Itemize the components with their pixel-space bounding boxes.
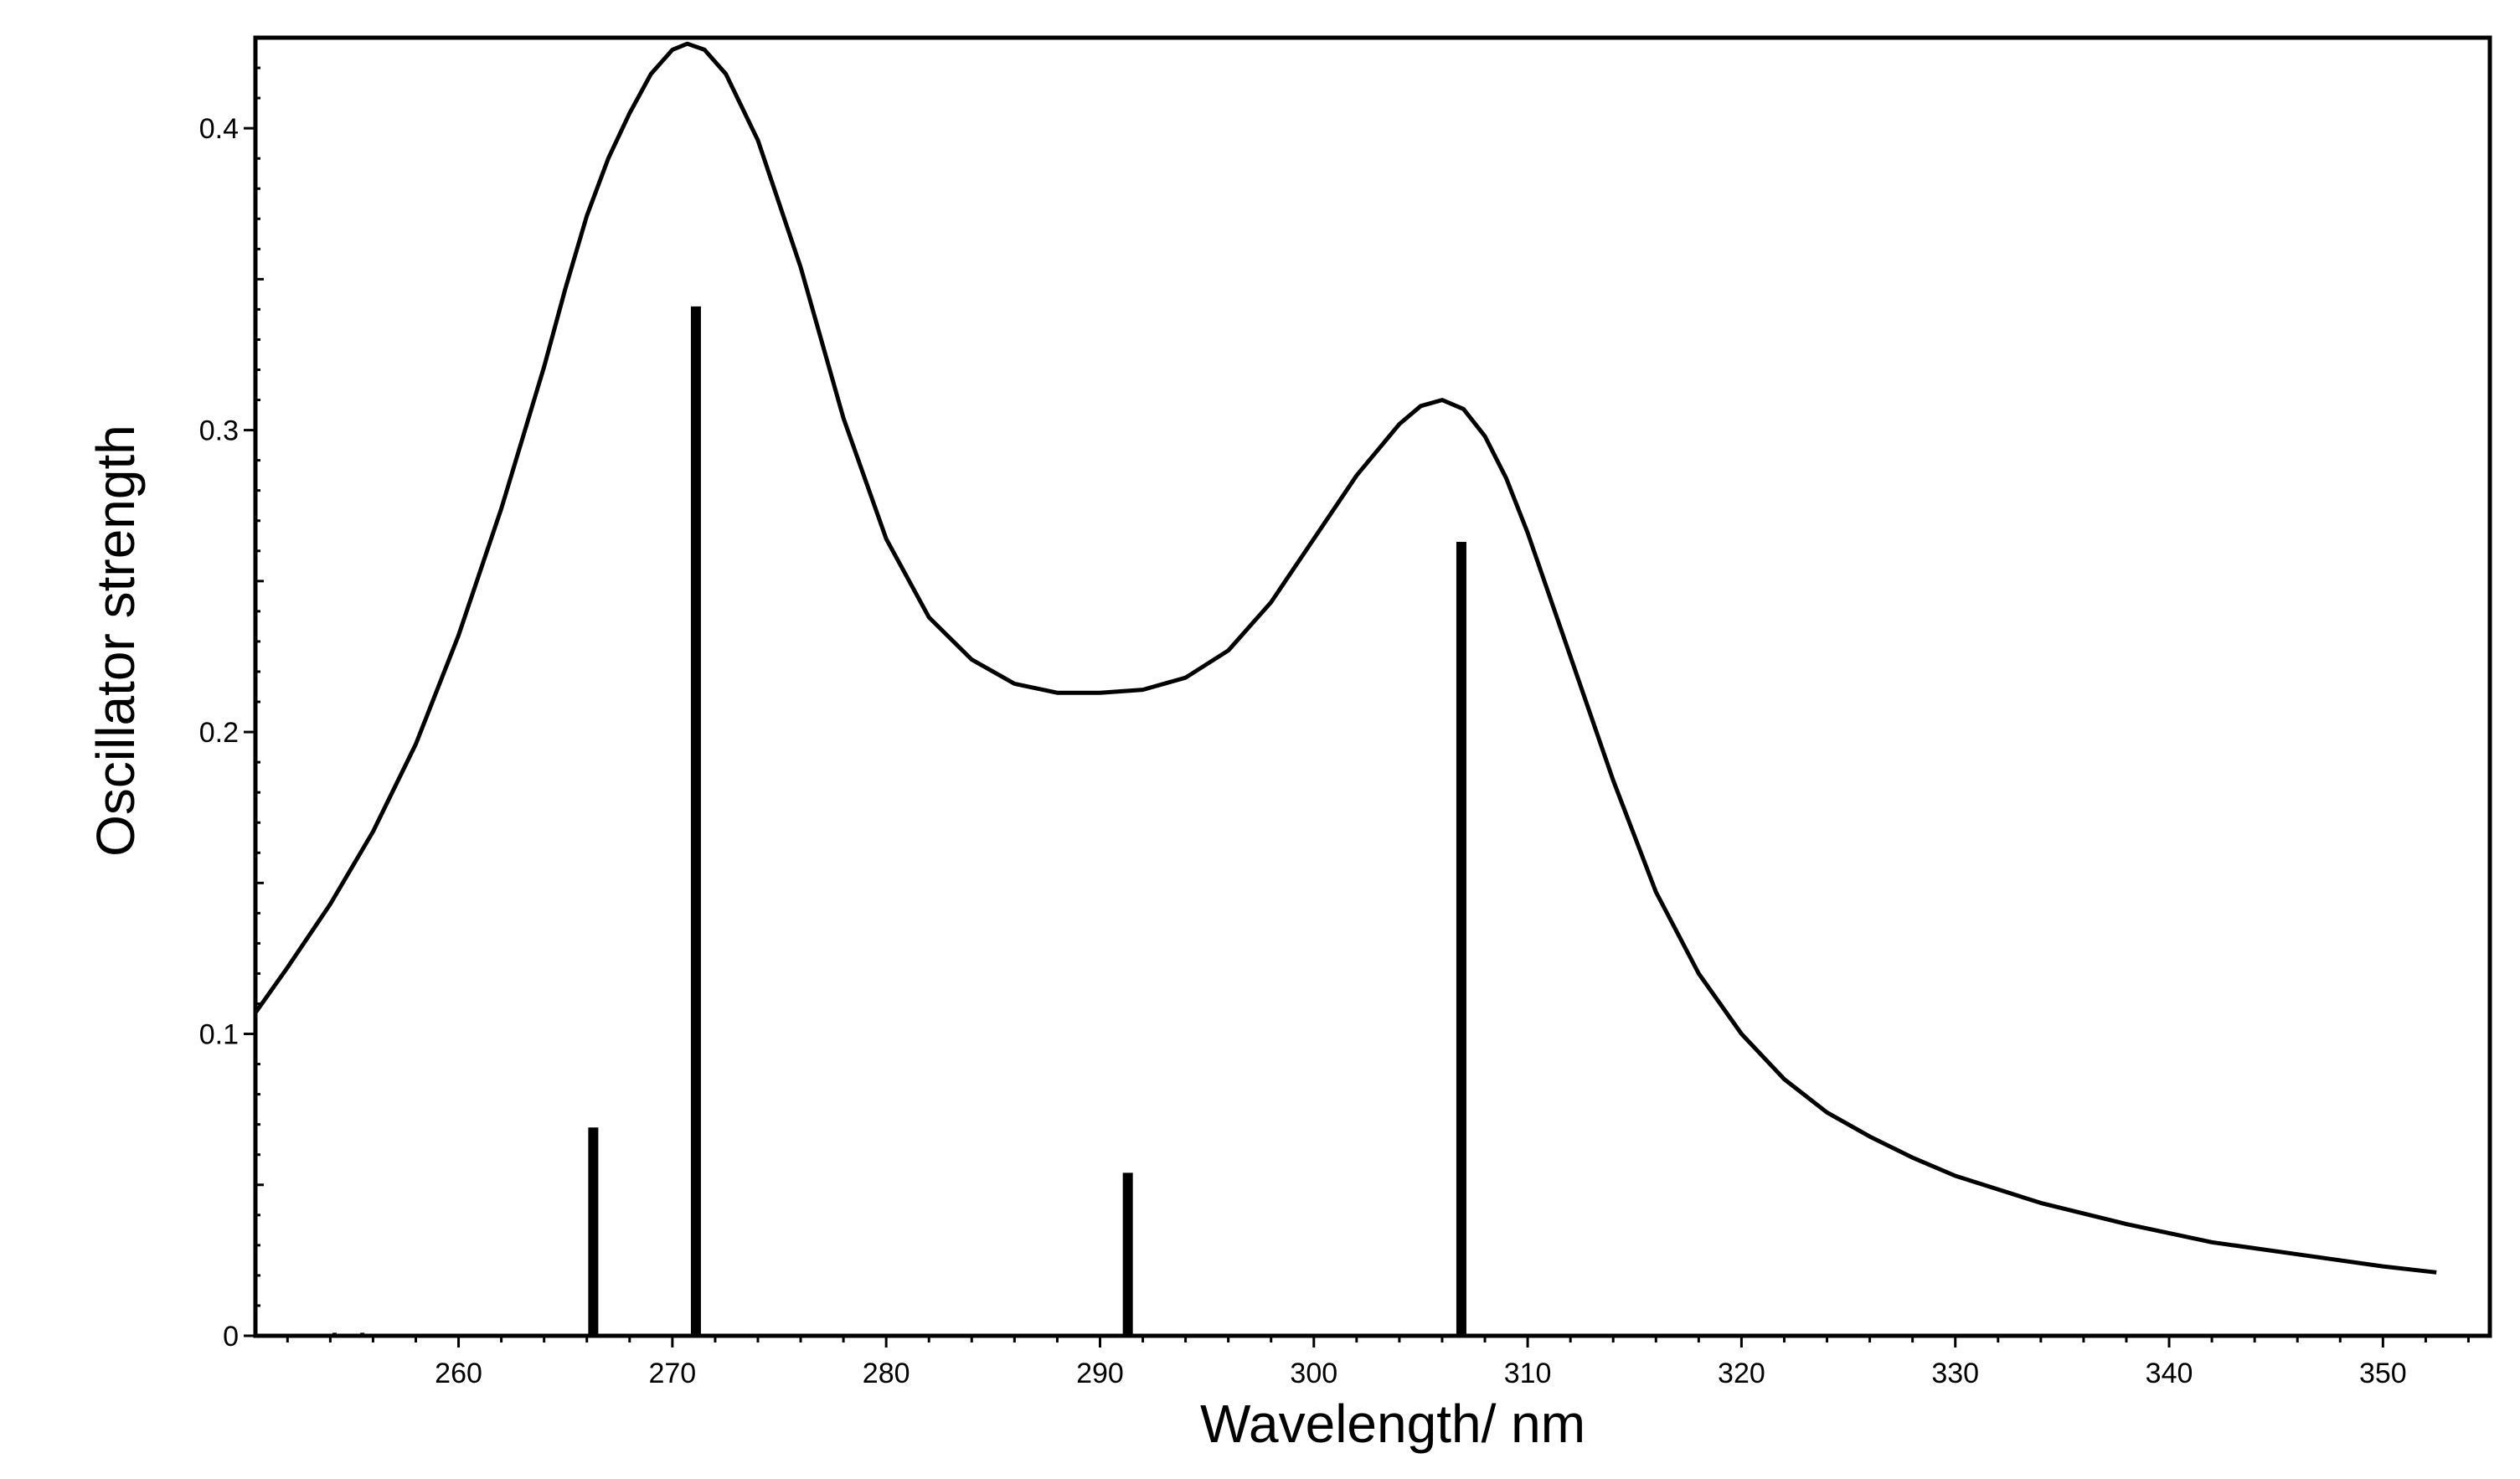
x-tick-label: 350 — [2359, 1358, 2407, 1389]
spectrum-line — [253, 41, 2437, 1275]
y-axis-title: Oscillator strength — [85, 425, 146, 857]
x-tick-label: 330 — [1931, 1358, 1979, 1389]
y-tick-label: 0.4 — [199, 113, 239, 145]
x-tick-label: 270 — [648, 1358, 696, 1389]
x-axis-tick-labels: 260 270 280 290 300 310 320 330 340 350 — [435, 1358, 2407, 1389]
x-tick-label: 300 — [1290, 1358, 1337, 1389]
x-axis-ticks — [286, 1336, 2470, 1348]
x-axis-title: Wavelength/ nm — [1200, 1394, 1585, 1454]
plot-frame — [253, 35, 2492, 1338]
x-tick-label: 290 — [1076, 1358, 1124, 1389]
x-tick-label: 260 — [435, 1358, 482, 1389]
x-tick-label: 340 — [2146, 1358, 2193, 1389]
transition-sticks — [332, 306, 1466, 1336]
x-tick-label: 280 — [863, 1358, 910, 1389]
y-tick-label: 0.3 — [199, 415, 239, 447]
y-tick-label: 0 — [223, 1321, 239, 1353]
y-tick-label: 0.2 — [199, 717, 239, 749]
y-axis-ticks — [244, 66, 264, 1337]
y-tick-label: 0.1 — [199, 1019, 239, 1051]
x-tick-label: 310 — [1504, 1358, 1552, 1389]
y-axis-tick-labels: 0 0.1 0.2 0.3 0.4 — [199, 113, 239, 1353]
x-tick-label: 320 — [1718, 1358, 1765, 1389]
